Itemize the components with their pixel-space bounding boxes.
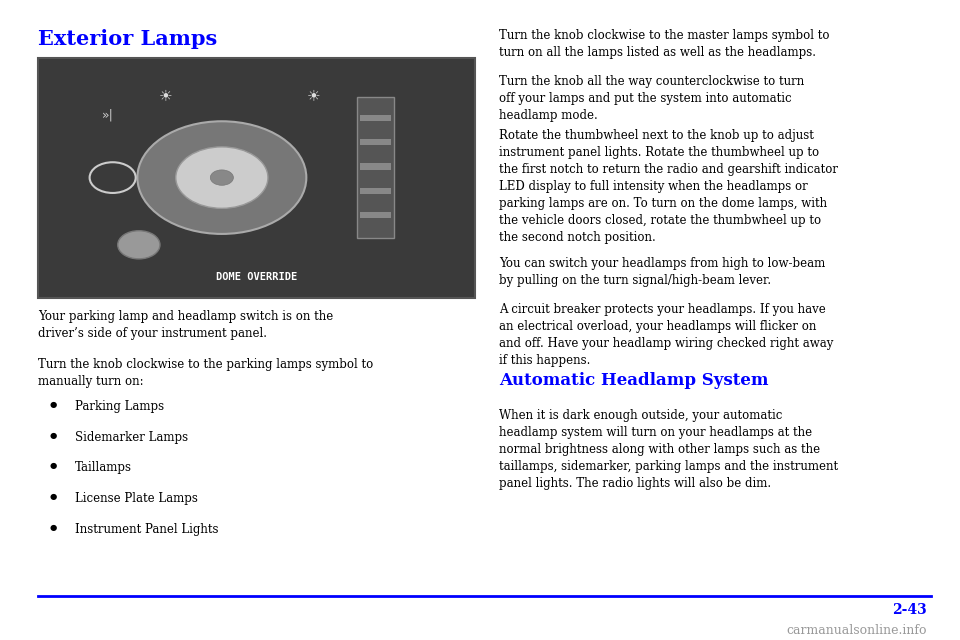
Text: ☀: ☀ bbox=[307, 88, 321, 104]
Circle shape bbox=[137, 121, 306, 234]
Text: ●: ● bbox=[50, 492, 58, 501]
Text: Turn the knob clockwise to the parking lamps symbol to
manually turn on:: Turn the knob clockwise to the parking l… bbox=[38, 358, 373, 388]
Text: DOME OVERRIDE: DOME OVERRIDE bbox=[216, 271, 298, 282]
Text: »|: »| bbox=[103, 109, 114, 122]
Text: ☀: ☀ bbox=[158, 88, 172, 104]
Text: Parking Lamps: Parking Lamps bbox=[75, 400, 164, 413]
Bar bbox=[360, 115, 391, 121]
Text: Turn the knob clockwise to the master lamps symbol to
turn on all the lamps list: Turn the knob clockwise to the master la… bbox=[499, 29, 829, 59]
Bar bbox=[38, 58, 475, 298]
Text: 2-43: 2-43 bbox=[892, 603, 926, 617]
Text: Your parking lamp and headlamp switch is on the
driver’s side of your instrument: Your parking lamp and headlamp switch is… bbox=[38, 310, 334, 340]
Text: A circuit breaker protects your headlamps. If you have
an electrical overload, y: A circuit breaker protects your headlamp… bbox=[499, 303, 833, 367]
Text: carmanualsonline.info: carmanualsonline.info bbox=[786, 624, 926, 637]
Bar bbox=[360, 188, 391, 194]
Text: ●: ● bbox=[50, 461, 58, 470]
Bar bbox=[357, 97, 394, 237]
Text: Exterior Lamps: Exterior Lamps bbox=[38, 29, 218, 49]
Bar bbox=[360, 139, 391, 145]
Text: Automatic Headlamp System: Automatic Headlamp System bbox=[499, 372, 769, 389]
Circle shape bbox=[176, 147, 268, 208]
Text: ●: ● bbox=[50, 523, 58, 532]
Text: ●: ● bbox=[50, 431, 58, 440]
Text: Sidemarker Lamps: Sidemarker Lamps bbox=[75, 431, 188, 444]
Circle shape bbox=[210, 170, 233, 185]
Text: You can switch your headlamps from high to low-beam
by pulling on the turn signa: You can switch your headlamps from high … bbox=[499, 257, 826, 287]
Circle shape bbox=[118, 230, 160, 259]
Text: Turn the knob all the way counterclockwise to turn
off your lamps and put the sy: Turn the knob all the way counterclockwi… bbox=[499, 75, 804, 122]
Text: Instrument Panel Lights: Instrument Panel Lights bbox=[75, 523, 218, 536]
Text: Rotate the thumbwheel next to the knob up to adjust
instrument panel lights. Rot: Rotate the thumbwheel next to the knob u… bbox=[499, 129, 838, 244]
Bar bbox=[360, 163, 391, 170]
Text: When it is dark enough outside, your automatic
headlamp system will turn on your: When it is dark enough outside, your aut… bbox=[499, 409, 838, 490]
Text: License Plate Lamps: License Plate Lamps bbox=[75, 492, 198, 505]
Text: Taillamps: Taillamps bbox=[75, 461, 132, 474]
Text: ●: ● bbox=[50, 400, 58, 409]
Bar bbox=[360, 212, 391, 218]
